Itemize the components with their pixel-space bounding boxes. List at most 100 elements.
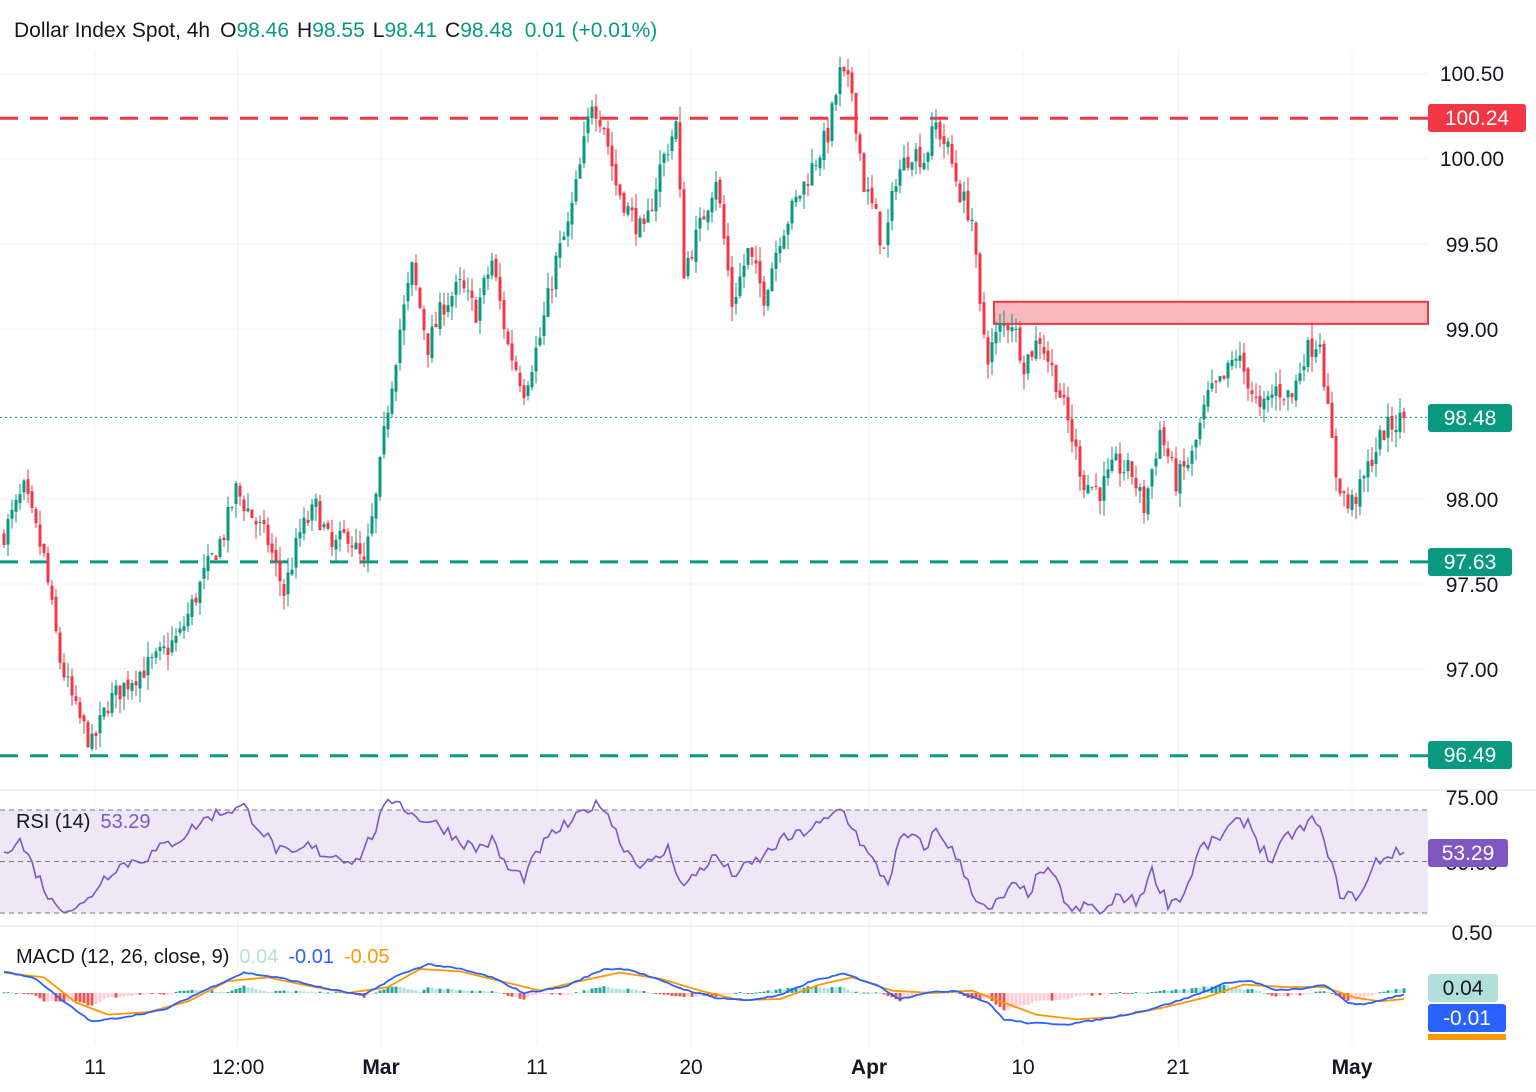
candle-body[interactable] <box>1374 452 1378 465</box>
candle-body[interactable] <box>734 296 738 304</box>
candle-body[interactable] <box>846 70 850 75</box>
candle-body[interactable] <box>6 519 10 545</box>
candle-body[interactable] <box>1366 461 1370 478</box>
candle-body[interactable] <box>594 106 598 119</box>
candle-body[interactable] <box>114 685 118 695</box>
candle-body[interactable] <box>422 308 426 331</box>
candle-body[interactable] <box>822 130 826 160</box>
candle-body[interactable] <box>854 92 858 134</box>
candle-body[interactable] <box>254 520 258 525</box>
candle-body[interactable] <box>1038 338 1042 344</box>
candle-body[interactable] <box>1090 487 1094 489</box>
candle-body[interactable] <box>510 343 514 361</box>
candle-body[interactable] <box>1126 460 1130 472</box>
candle-body[interactable] <box>794 196 798 203</box>
candle-body[interactable] <box>298 532 302 539</box>
candle-body[interactable] <box>478 297 482 321</box>
candle-body[interactable] <box>222 537 226 541</box>
candle-body[interactable] <box>62 662 66 678</box>
signal-line[interactable] <box>3 968 1405 1021</box>
candle-body[interactable] <box>558 243 562 258</box>
candle-body[interactable] <box>662 154 666 163</box>
candle-body[interactable] <box>322 524 326 528</box>
candle-body[interactable] <box>718 179 722 204</box>
candle-body[interactable] <box>1002 324 1006 326</box>
candle-body[interactable] <box>1290 393 1294 398</box>
candle-body[interactable] <box>1306 340 1310 367</box>
candle-body[interactable] <box>1310 338 1314 357</box>
candle-body[interactable] <box>1402 411 1406 418</box>
candle-body[interactable] <box>1042 347 1046 354</box>
candle-body[interactable] <box>1050 362 1054 366</box>
candle-body[interactable] <box>430 326 434 359</box>
candle-body[interactable] <box>838 67 842 95</box>
candle-body[interactable] <box>898 169 902 186</box>
candle-body[interactable] <box>382 426 386 455</box>
candle-body[interactable] <box>1294 380 1298 401</box>
candle-body[interactable] <box>926 152 930 162</box>
candle-body[interactable] <box>402 304 406 331</box>
candle-body[interactable] <box>726 236 730 271</box>
candle-body[interactable] <box>1162 427 1166 446</box>
candle-body[interactable] <box>1334 436 1338 478</box>
candle-body[interactable] <box>710 197 714 213</box>
candle-body[interactable] <box>314 498 318 507</box>
candle-body[interactable] <box>1214 380 1218 383</box>
candle-body[interactable] <box>306 519 310 523</box>
candle-body[interactable] <box>490 260 494 276</box>
candle-body[interactable] <box>1286 390 1290 398</box>
candle-body[interactable] <box>374 493 378 519</box>
candle-body[interactable] <box>1262 398 1266 410</box>
candle-body[interactable] <box>1130 461 1134 478</box>
candle-body[interactable] <box>766 289 770 307</box>
candle-body[interactable] <box>26 479 30 495</box>
candle-body[interactable] <box>1166 448 1170 457</box>
candle-body[interactable] <box>186 613 190 627</box>
candle-body[interactable] <box>994 331 998 344</box>
candle-body[interactable] <box>1234 358 1238 361</box>
candle-body[interactable] <box>930 126 934 156</box>
candle-body[interactable] <box>814 165 818 167</box>
candle-body[interactable] <box>1022 362 1026 375</box>
candle-body[interactable] <box>454 281 458 295</box>
candle-body[interactable] <box>982 302 986 335</box>
price-axis[interactable]: 100.50 100.00 99.50 99.00 98.00 97.50 97… <box>1440 63 1504 682</box>
candle-body[interactable] <box>270 543 274 553</box>
candle-body[interactable] <box>818 157 822 169</box>
candle-body[interactable] <box>262 520 266 525</box>
candle-body[interactable] <box>338 530 342 540</box>
candle-body[interactable] <box>414 262 418 286</box>
candle-body[interactable] <box>802 181 806 195</box>
candle-body[interactable] <box>330 532 334 547</box>
candle-body[interactable] <box>302 517 306 534</box>
candle-body[interactable] <box>1202 404 1206 420</box>
candle-body[interactable] <box>534 347 538 372</box>
candle-body[interactable] <box>1330 402 1334 438</box>
candle-body[interactable] <box>1110 459 1114 472</box>
candle-body[interactable] <box>942 136 946 144</box>
candle-body[interactable] <box>746 247 750 265</box>
candle-body[interactable] <box>722 204 726 239</box>
candle-body[interactable] <box>242 499 246 512</box>
candle-body[interactable] <box>334 539 338 550</box>
candle-body[interactable] <box>166 647 170 655</box>
candle-body[interactable] <box>290 569 294 575</box>
candle-body[interactable] <box>954 162 958 182</box>
candle-body[interactable] <box>1298 373 1302 382</box>
candle-body[interactable] <box>682 189 686 279</box>
macd-line[interactable] <box>3 962 1405 1026</box>
rsi-line[interactable] <box>3 798 1405 915</box>
candle-body[interactable] <box>698 217 702 229</box>
candle-body[interactable] <box>1094 485 1098 487</box>
candle-body[interactable] <box>858 134 862 154</box>
candle-body[interactable] <box>342 529 346 533</box>
candle-body[interactable] <box>894 186 898 192</box>
candle-body[interactable] <box>486 274 490 279</box>
candle-body[interactable] <box>246 508 250 512</box>
candle-body[interactable] <box>1250 390 1254 395</box>
candle-body[interactable] <box>550 289 554 291</box>
candle-body[interactable] <box>1086 485 1090 494</box>
candle-body[interactable] <box>978 253 982 304</box>
candle-body[interactable] <box>902 157 906 171</box>
candle-body[interactable] <box>1118 453 1122 474</box>
